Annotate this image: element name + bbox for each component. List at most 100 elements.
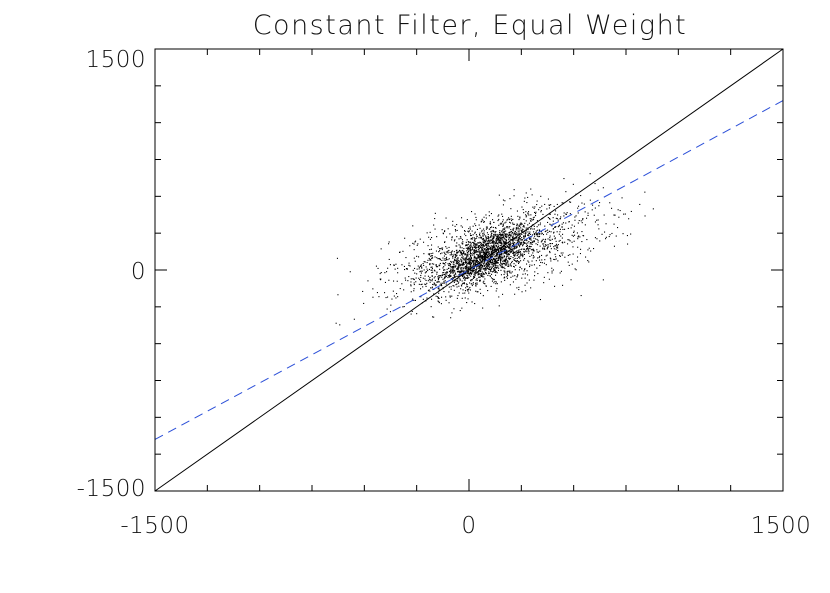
scatter-point xyxy=(539,255,541,257)
scatter-point xyxy=(472,252,474,254)
scatter-point xyxy=(528,241,530,243)
scatter-point xyxy=(533,250,535,252)
scatter-point xyxy=(451,251,453,253)
scatter-point xyxy=(536,200,538,202)
scatter-point xyxy=(476,244,478,246)
scatter-point xyxy=(432,252,434,254)
scatter-point xyxy=(468,241,470,243)
scatter-point xyxy=(533,207,535,209)
scatter-point xyxy=(472,234,474,236)
scatter-point xyxy=(527,196,529,198)
scatter-point xyxy=(452,272,454,274)
scatter-point xyxy=(516,233,518,235)
scatter-point xyxy=(494,263,496,265)
scatter-point xyxy=(497,243,499,245)
scatter-point xyxy=(519,244,521,246)
scatter-point xyxy=(482,253,484,255)
scatter-point xyxy=(494,231,496,233)
scatter-point xyxy=(482,274,484,276)
scatter-point xyxy=(442,272,444,274)
scatter-point xyxy=(502,229,504,231)
scatter-point xyxy=(509,246,511,248)
scatter-point xyxy=(520,252,522,254)
scatter-point xyxy=(414,272,416,274)
scatter-point xyxy=(586,239,588,241)
scatter-point xyxy=(480,273,482,275)
scatter-point xyxy=(457,282,459,284)
scatter-point xyxy=(378,296,380,298)
scatter-point xyxy=(408,262,410,264)
scatter-point xyxy=(468,247,470,249)
scatter-point xyxy=(514,275,516,277)
scatter-point xyxy=(507,263,509,265)
scatter-point xyxy=(479,276,481,278)
scatter-point xyxy=(558,225,560,227)
scatter-point xyxy=(470,263,472,265)
scatter-point xyxy=(494,233,496,235)
scatter-point xyxy=(496,233,498,235)
scatter-point xyxy=(465,277,467,279)
scatter-point xyxy=(459,254,461,256)
scatter-point xyxy=(521,228,523,230)
scatter-point xyxy=(497,252,499,254)
scatter-point xyxy=(493,221,495,223)
scatter-point xyxy=(491,247,493,249)
scatter-point xyxy=(466,256,468,258)
scatter-point xyxy=(486,245,488,247)
scatter-point xyxy=(456,297,458,299)
scatter-point xyxy=(512,252,514,254)
scatter-point xyxy=(474,238,476,240)
scatter-point xyxy=(544,225,546,227)
scatter-point xyxy=(554,285,556,287)
scatter-point xyxy=(445,274,447,276)
scatter-point xyxy=(557,244,559,246)
scatter-point xyxy=(515,233,517,235)
scatter-point xyxy=(497,269,499,271)
scatter-point xyxy=(469,273,471,275)
scatter-point xyxy=(487,243,489,245)
scatter-point xyxy=(442,282,444,284)
scatter-point xyxy=(533,216,535,218)
scatter-point xyxy=(467,269,469,271)
scatter-point xyxy=(479,273,481,275)
scatter-point xyxy=(426,297,428,299)
scatter-point xyxy=(475,225,477,227)
scatter-point xyxy=(456,286,458,288)
scatter-point xyxy=(500,261,502,263)
scatter-point xyxy=(528,214,530,216)
scatter-point xyxy=(482,220,484,222)
scatter-point xyxy=(497,246,499,248)
scatter-point xyxy=(489,251,491,253)
scatter-point xyxy=(339,324,341,326)
scatter-point xyxy=(470,256,472,258)
scatter-point xyxy=(474,223,476,225)
scatter-point xyxy=(429,259,431,261)
scatter-point xyxy=(508,239,510,241)
scatter-point xyxy=(531,243,533,245)
scatter-point xyxy=(465,287,467,289)
scatter-point xyxy=(527,234,529,236)
scatter-point xyxy=(509,263,511,265)
scatter-point xyxy=(557,260,559,262)
scatter-point xyxy=(469,272,471,274)
scatter-point xyxy=(569,213,571,215)
scatter-point xyxy=(501,246,503,248)
scatter-point xyxy=(469,282,471,284)
scatter-point xyxy=(474,246,476,248)
scatter-point xyxy=(510,265,512,267)
scatter-point xyxy=(476,261,478,263)
scatter-point xyxy=(573,231,575,233)
scatter-point xyxy=(511,271,513,273)
scatter-point xyxy=(513,227,515,229)
scatter-point xyxy=(480,246,482,248)
scatter-point xyxy=(532,219,534,221)
scatter-point xyxy=(466,254,468,256)
scatter-point xyxy=(516,236,518,238)
scatter-point xyxy=(431,278,433,280)
scatter-point xyxy=(502,219,504,221)
scatter-point xyxy=(433,293,435,295)
scatter-point xyxy=(557,245,559,247)
scatter-point xyxy=(546,254,548,256)
scatter-point xyxy=(461,253,463,255)
